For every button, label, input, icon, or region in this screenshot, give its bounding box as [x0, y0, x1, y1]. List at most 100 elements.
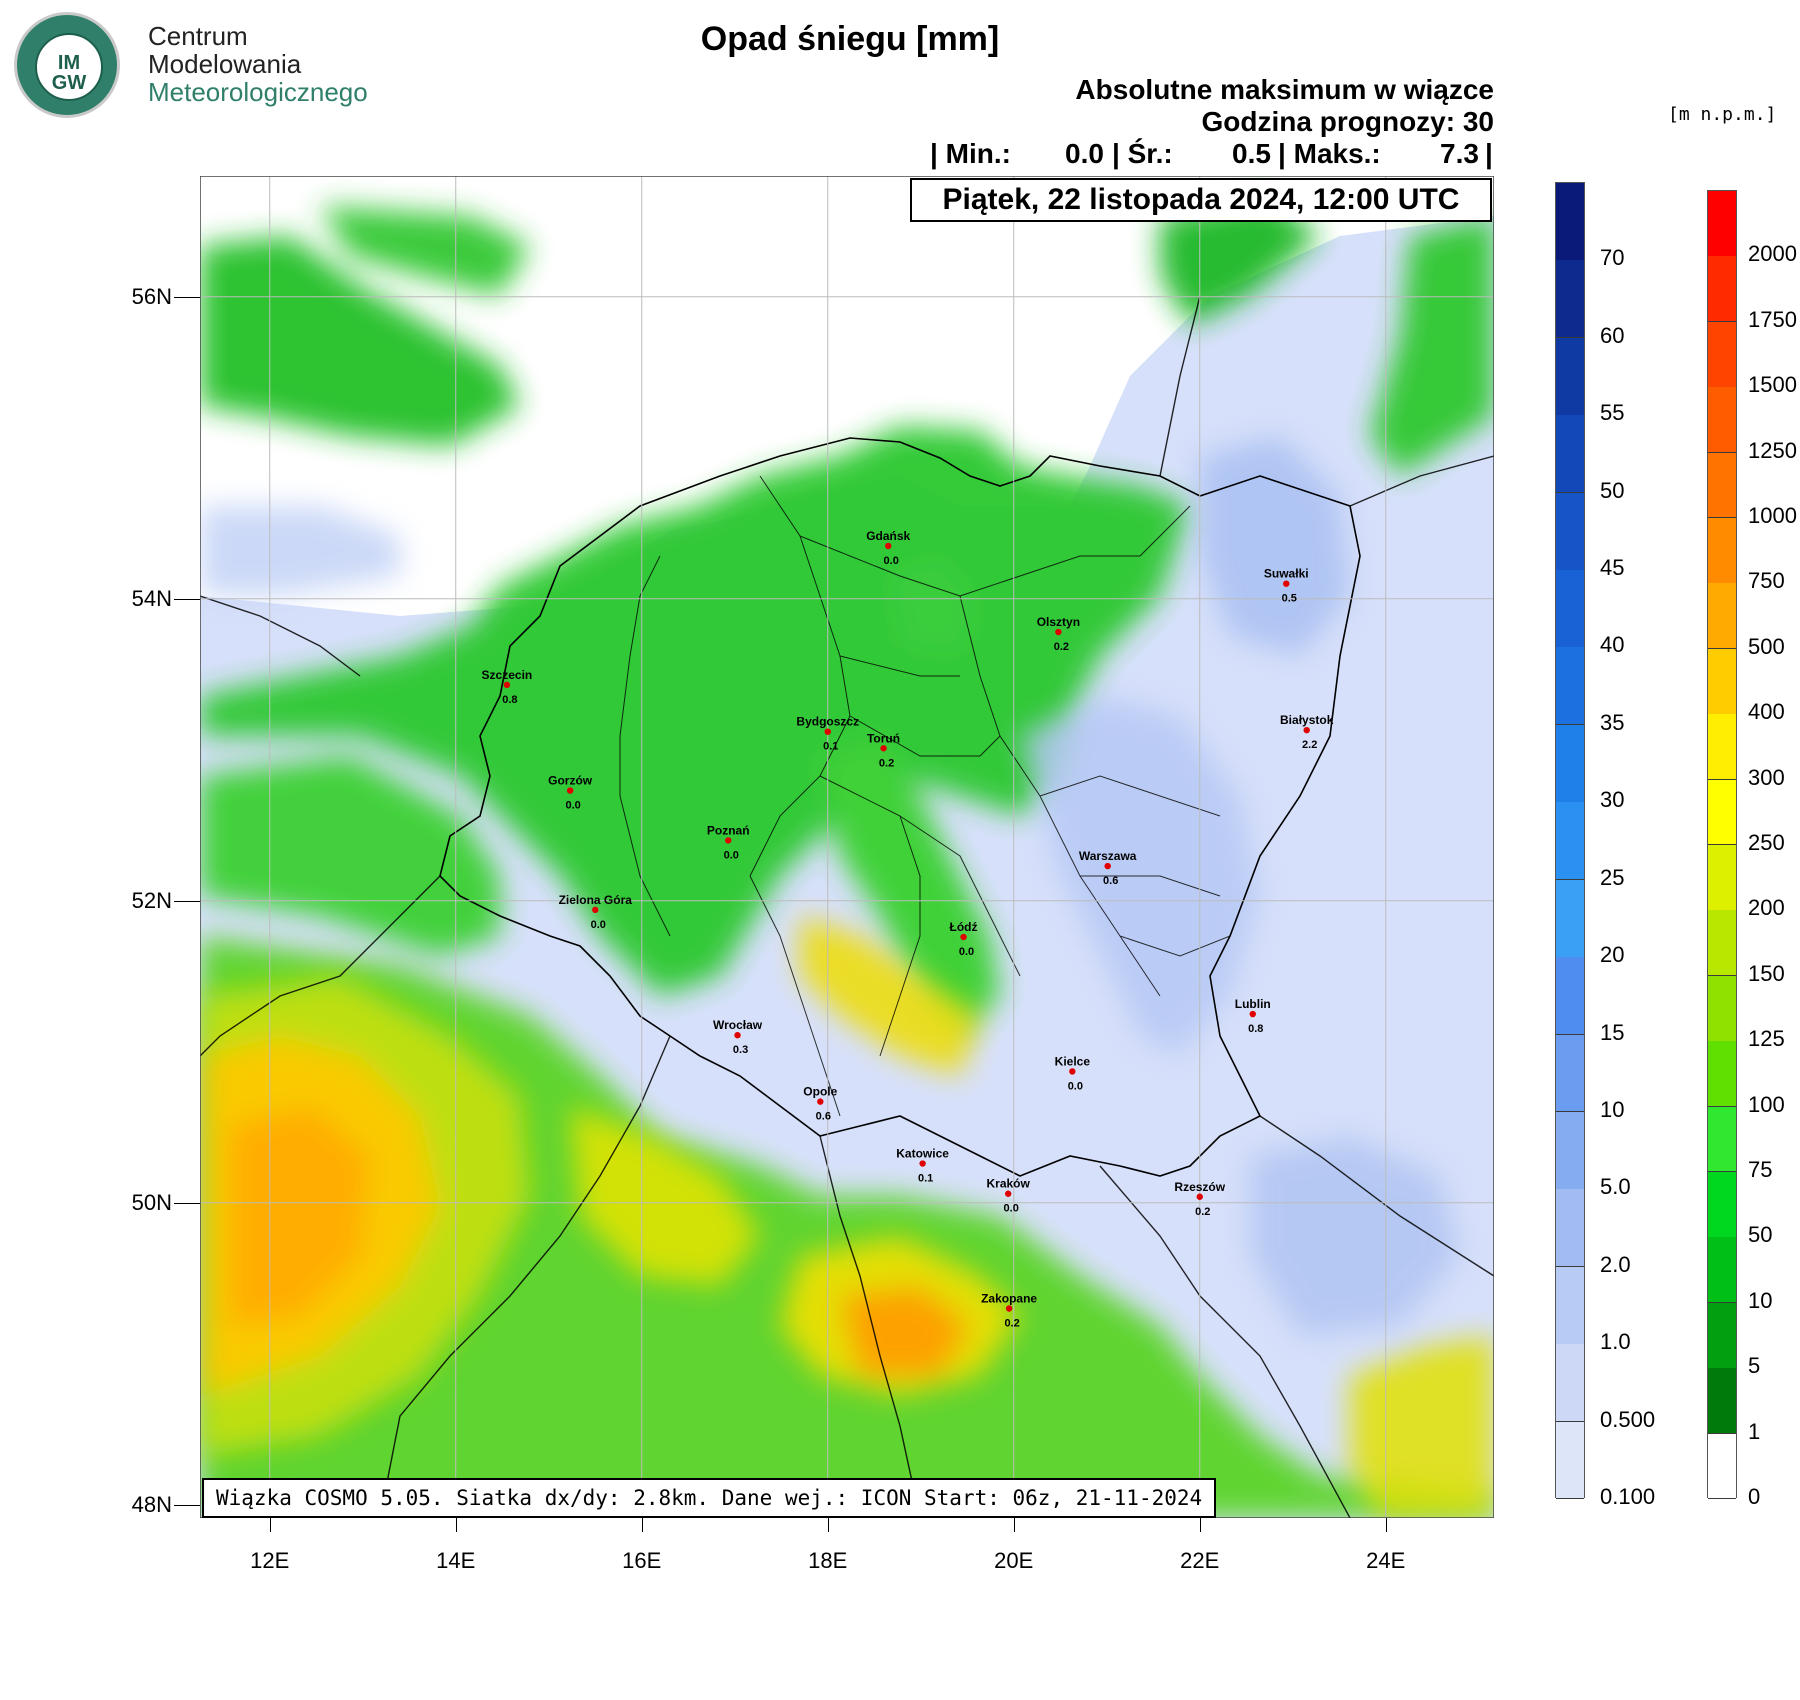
colorbar-tick-label: 125: [1748, 1026, 1785, 1052]
city-dot: [817, 1098, 824, 1105]
city-name: Zakopane: [981, 1292, 1037, 1306]
city-value: 0.2: [1195, 1206, 1210, 1218]
avg-label: | Śr.:: [1112, 138, 1173, 169]
city-marker: Poznań 0.0: [707, 823, 750, 861]
city-dot: [1004, 1190, 1012, 1197]
max-value: 7.3: [1440, 138, 1479, 169]
city-name: Szczecin: [482, 668, 533, 682]
map-title: Opad śniegu [mm]: [700, 20, 1000, 58]
lat-tick: [174, 296, 200, 298]
colorbar-segment: [1708, 452, 1736, 519]
colorbar-segment: [1556, 879, 1584, 958]
lat-tick-label: 52N: [131, 887, 172, 913]
graticule: [200, 176, 1494, 1518]
colorbar-segment: [1708, 1172, 1736, 1238]
city-dot: [734, 1031, 741, 1039]
lon-tick: [1199, 1518, 1201, 1532]
city-name: Poznań: [707, 823, 750, 837]
city-name: Kielce: [1055, 1054, 1091, 1068]
colorbar-tick-label: 35: [1600, 709, 1625, 735]
city-value: 0.0: [1068, 1080, 1083, 1092]
city-value: 0.0: [884, 555, 899, 567]
min-label: | Min.:: [930, 138, 1011, 169]
colorbar-tick-label: 1500: [1748, 372, 1797, 398]
city-value: 0.1: [918, 1173, 933, 1185]
colorbar-tick-label: 150: [1748, 960, 1785, 986]
colorbar-segment: [1708, 1237, 1736, 1304]
colorbar-segment: [1708, 256, 1736, 323]
colorbar-tick-label: 100: [1748, 1091, 1785, 1117]
colorbar-tick-label: 10: [1600, 1096, 1625, 1122]
city-marker: Opole 0.6: [803, 1085, 837, 1123]
colorbar-segment: [1556, 724, 1584, 803]
lon-tick: [641, 1518, 643, 1532]
city-value: 0.8: [1248, 1023, 1263, 1035]
colorbar-tick-label: 60: [1600, 322, 1625, 348]
city-marker: Łódź 0.0: [950, 920, 978, 958]
colorbar-tick-label: 55: [1600, 400, 1625, 426]
city-name: Lublin: [1235, 997, 1271, 1011]
colorbar-segment: [1708, 1368, 1736, 1435]
city-dot: [1196, 1193, 1203, 1200]
colorbar-tick-label: 10: [1748, 1287, 1773, 1313]
city-marker: Zakopane 0.2: [981, 1292, 1037, 1330]
city-name: Toruń: [867, 731, 900, 745]
lat-tick-label: 50N: [131, 1189, 172, 1215]
lat-tick: [174, 1504, 200, 1506]
colorbar-tick-label: 1250: [1748, 437, 1797, 463]
city-marker: Rzeszów 0.2: [1174, 1180, 1225, 1218]
lon-tick-label: 16E: [622, 1548, 662, 1573]
city-layer: Gdańsk 0.0 Suwałki 0.5 Olsztyn 0.2 Szczecin 0.8…: [482, 529, 1334, 1330]
city-name: Gorzów: [548, 774, 593, 788]
colorbar-segment: [1708, 191, 1736, 257]
imgw-logo: IM GW Centrum Modelowania Meteorologiczn…: [10, 10, 390, 118]
city-value: 0.0: [1004, 1203, 1019, 1215]
city-marker: Toruń 0.2: [867, 731, 900, 769]
city-marker: Lublin 0.8: [1235, 997, 1271, 1035]
city-dot: [880, 745, 887, 752]
colorbar-tick-label: 0.100: [1600, 1484, 1656, 1509]
city-value: 0.6: [816, 1111, 831, 1123]
colorbar-tick-label: 45: [1600, 555, 1625, 581]
lon-tick-label: 24E: [1366, 1548, 1406, 1573]
city-dot: [1249, 1010, 1256, 1018]
lon-tick: [455, 1518, 457, 1532]
colorbar-segment: [1708, 1106, 1736, 1173]
city-dot: [1283, 580, 1290, 587]
organization-name: Centrum Modelowania Meteorologicznego: [148, 21, 368, 107]
city-name: Zielona Góra: [559, 893, 633, 907]
lon-tick-label: 20E: [994, 1548, 1034, 1573]
city-name: Katowice: [896, 1147, 949, 1161]
lon-tick-label: 18E: [808, 1548, 848, 1573]
city-dot: [1303, 726, 1310, 734]
colorbar-segment: [1556, 647, 1584, 726]
model-info: Wiązka COSMO 5.05. Siatka dx/dy: 2.8km. …: [202, 1478, 1217, 1518]
max-label: | Maks.:: [1278, 138, 1381, 169]
city-marker: Bydgoszcz 0.1: [796, 715, 859, 753]
forecast-map: Gdańsk 0.0 Suwałki 0.5 Olsztyn 0.2 Szczecin 0.8…: [200, 176, 1494, 1518]
colorbar-segment: [1708, 1041, 1736, 1108]
colorbar-segment: [1556, 415, 1584, 494]
city-value: 0.6: [1103, 875, 1118, 887]
city-marker: Suwałki 0.5: [1264, 567, 1309, 605]
colorbar-segment: [1556, 570, 1584, 648]
colorbar-segment: [1556, 1034, 1584, 1113]
colorbar-segment: [1708, 321, 1736, 388]
colorbar-tick-label: 400: [1748, 699, 1785, 725]
city-value: 0.8: [502, 694, 517, 706]
colorbar-tick-label: 500: [1748, 633, 1785, 659]
city-value: 0.0: [959, 946, 974, 958]
colorbar-tick-label: 1750: [1748, 306, 1797, 332]
colorbar-tick-label: 50: [1600, 477, 1625, 503]
colorbar-segment: [1556, 1111, 1584, 1190]
colorbar-tick-label: 20: [1600, 942, 1625, 968]
city-name: Warszawa: [1079, 849, 1137, 863]
colorbar-segment: [1708, 1302, 1736, 1369]
colorbar-segment: [1708, 975, 1736, 1042]
stats-line: | Min.: 0.0 | Śr.: 0.5 | Maks.: 7.3 |: [930, 138, 1495, 172]
city-marker: Białystok 2.2: [1280, 713, 1334, 751]
city-marker: Szczecin 0.8: [482, 668, 533, 706]
city-dot: [960, 933, 967, 941]
min-value: 0.0: [1065, 138, 1104, 169]
country-borders: [200, 295, 1494, 1518]
